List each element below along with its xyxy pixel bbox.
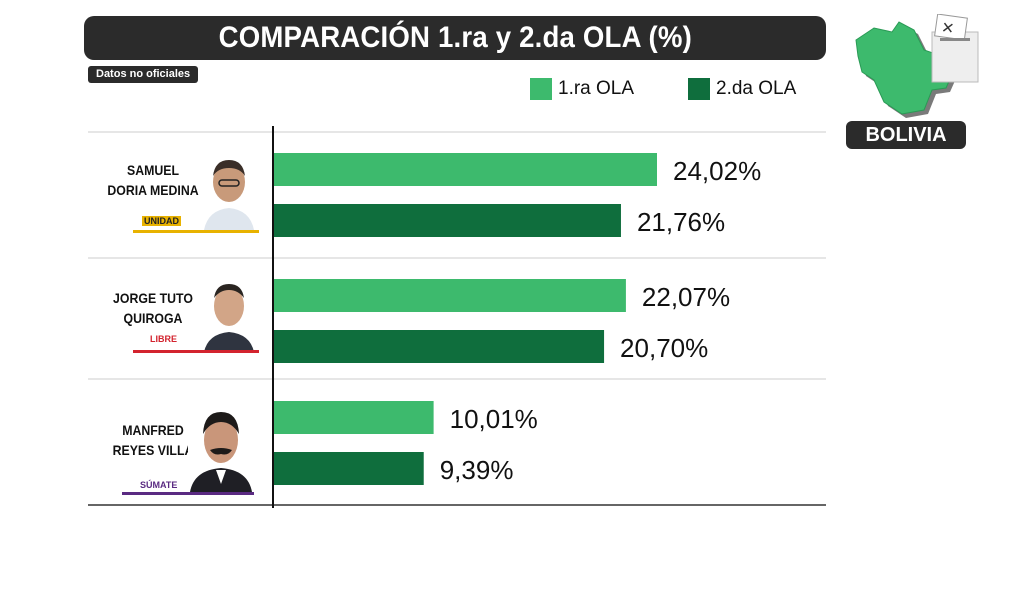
- candidate-photo-3: [188, 404, 254, 492]
- party-underline-3: [122, 492, 254, 495]
- bolivia-map-icon: [855, 14, 979, 118]
- candidate-3-line1: MANFRED: [122, 422, 184, 438]
- party-logo-1: UNIDAD: [142, 216, 181, 226]
- candidate-1-line1: SAMUEL: [126, 162, 180, 178]
- bar-first-wave: [274, 401, 434, 434]
- legend-first-wave: 1.ra OLA: [530, 78, 634, 100]
- bar-value-label: 20,70%: [620, 333, 708, 363]
- legend-swatch-second: [688, 78, 710, 100]
- party-underline-2: [133, 350, 259, 353]
- bar-value-label: 24,02%: [673, 156, 761, 186]
- candidate-name-1: SAMUEL DORIA MEDINA: [105, 160, 202, 200]
- country-badge: BOLIVIA: [846, 121, 966, 149]
- bar-value-label: 22,07%: [642, 282, 730, 312]
- bar-second-wave: [274, 204, 621, 237]
- legend-label-first: 1.ra OLA: [558, 78, 635, 99]
- candidate-photo-1: [200, 152, 258, 230]
- party-underline-1: [133, 230, 259, 233]
- candidate-photo-2: [200, 276, 258, 352]
- legend-label-second: 2.da OLA: [716, 78, 797, 99]
- bar-first-wave: [274, 279, 626, 312]
- ballot-box-icon: [931, 14, 979, 83]
- candidate-name-3: MANFRED REYES VILLA: [105, 420, 202, 460]
- party-logo-3: SÚMATE: [140, 480, 178, 490]
- disclaimer-note: Datos no oficiales: [88, 66, 199, 83]
- bar-value-label: 21,76%: [637, 207, 725, 237]
- party-logo-2: LIBRE: [150, 334, 177, 344]
- legend-swatch-first: [530, 78, 552, 100]
- bar-second-wave: [274, 452, 424, 485]
- bar-first-wave: [274, 153, 657, 186]
- chart-title-bar: COMPARACIÓN 1.ra y 2.da OLA (%): [84, 16, 826, 60]
- bar-value-label: 9,39%: [440, 455, 514, 485]
- candidate-2-line2: QUIROGA: [123, 310, 183, 326]
- legend-second-wave: 2.da OLA: [688, 78, 796, 100]
- bar-value-label: 10,01%: [450, 404, 538, 434]
- candidate-1-line2: DORIA MEDINA: [107, 182, 199, 198]
- chart-title: COMPARACIÓN 1.ra y 2.da OLA (%): [218, 21, 692, 54]
- candidate-name-2: JORGE TUTO QUIROGA: [105, 288, 202, 328]
- bar-second-wave: [274, 330, 605, 363]
- candidate-2-line1: JORGE TUTO: [113, 290, 193, 306]
- candidate-3-line2: REYES VILLA: [112, 442, 194, 458]
